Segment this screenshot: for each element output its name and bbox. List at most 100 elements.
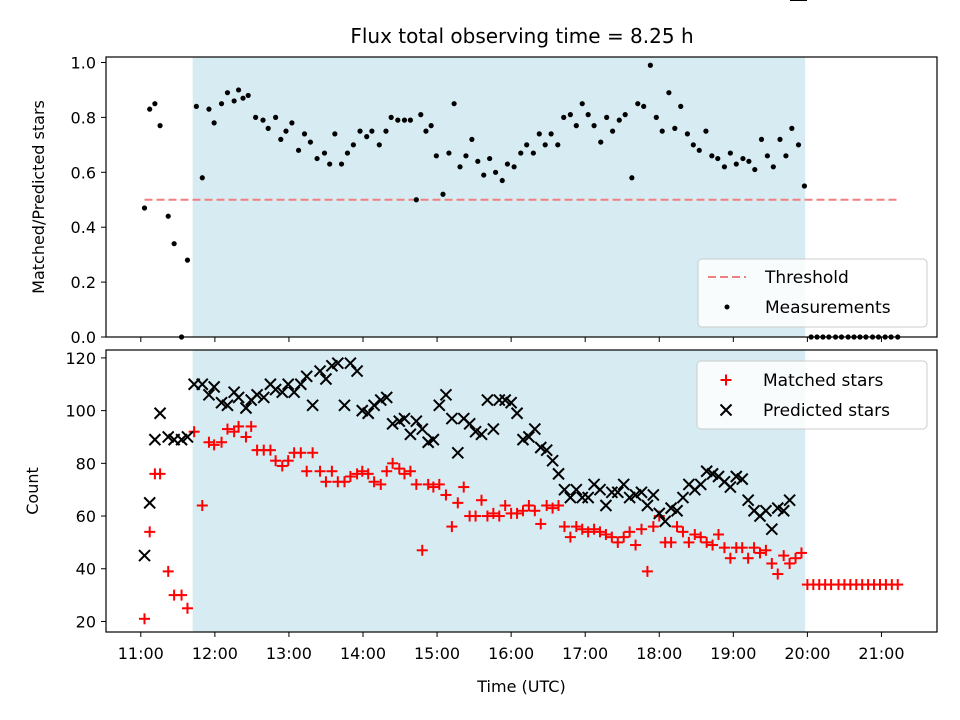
- predicted-star-point: [361, 407, 375, 420]
- measurement-point: [647, 62, 653, 68]
- measurement-point: [536, 131, 542, 137]
- measurement-point: [463, 153, 469, 159]
- measurement-point: [653, 114, 659, 120]
- predicted-star-point: [319, 372, 333, 386]
- matched-star-point: [582, 526, 594, 538]
- matched-star-point: [630, 539, 642, 551]
- measurement-point: [240, 95, 246, 101]
- measurement-point: [376, 142, 382, 148]
- predicted-star-point: [522, 430, 536, 444]
- measurement-point: [733, 161, 739, 167]
- matched-star-point: [216, 436, 228, 448]
- matched-star-point: [356, 465, 368, 477]
- bottom-x-ticks: 11:00 12:00 13:00 14:00 15:00 16:00 17:00 18:00…: [118, 632, 905, 663]
- matched-star-point: [600, 528, 612, 540]
- matched-star-point: [624, 526, 636, 538]
- measurement-point: [295, 147, 302, 153]
- matched-star-point: [481, 510, 493, 522]
- predicted-star-point: [570, 483, 583, 496]
- bottom-x-tick-label: 21:00: [858, 644, 904, 663]
- measurement-point: [777, 136, 783, 142]
- predicted-star-point: [676, 491, 690, 504]
- top-legend: Threshold Measurements: [697, 258, 928, 328]
- predicted-star-point: [338, 399, 351, 412]
- predicted-star-point: [736, 472, 749, 486]
- matched-star-point: [713, 528, 725, 540]
- matched-star-point: [760, 544, 772, 556]
- matched-star-point: [404, 465, 416, 477]
- measurement-point: [224, 90, 231, 96]
- matched-star-point: [701, 536, 713, 548]
- matched-star-point: [641, 565, 653, 577]
- matched-star-point: [410, 478, 422, 490]
- bottom-y-axis-label: Count: [23, 467, 42, 515]
- top-x-ticks: [140, 337, 882, 342]
- matched-star-point: [470, 510, 482, 522]
- predicted-star-point: [540, 443, 553, 457]
- matched-star-point: [416, 544, 428, 556]
- measurement-point: [616, 117, 622, 123]
- bottom-panel: 20 40 60 80 100 120 11:00 12:00 13:00 14:00 15:00…: [23, 0, 938, 696]
- legend-measurements-label: Measurements: [765, 298, 891, 318]
- predicted-star-point: [765, 523, 779, 536]
- matched-star-point: [766, 557, 778, 569]
- matched-star-point: [393, 463, 405, 475]
- measurement-point: [727, 150, 733, 156]
- matched-star-point: [487, 507, 499, 519]
- measurement-point: [783, 153, 789, 159]
- measurement-point: [218, 101, 225, 107]
- measurement-point: [327, 161, 333, 167]
- measurement-point: [740, 155, 746, 162]
- matched-star-point: [326, 465, 338, 477]
- bottom-legend-box: [696, 360, 928, 430]
- measurement-point: [401, 117, 408, 123]
- top-y-tick-label: 0.4: [71, 218, 96, 237]
- predicted-star-point: [257, 391, 270, 404]
- matched-star-point: [387, 457, 399, 469]
- bottom-x-tick-label: 19:00: [710, 644, 756, 663]
- matched-star-point: [440, 489, 452, 501]
- measurement-point: [499, 177, 505, 184]
- predicted-star-point: [306, 399, 319, 412]
- measurement-point: [585, 112, 591, 118]
- predicted-star-point: [724, 480, 737, 494]
- matched-star-point: [446, 521, 458, 533]
- predicted-star-point: [759, 504, 773, 517]
- measurement-point: [451, 101, 457, 107]
- measurement-point: [260, 117, 266, 123]
- matched-star-point: [452, 497, 464, 509]
- legend-predicted-label: Predicted stars: [763, 401, 890, 421]
- chart-title: Flux total observing time = 8.25 h: [350, 24, 693, 48]
- measurement-point: [446, 150, 452, 156]
- predicted-star-point: [331, 356, 345, 370]
- measurement-point: [184, 257, 191, 263]
- predicted-star-point: [599, 499, 613, 512]
- predicted-star-point: [350, 364, 364, 378]
- predicted-star-point: [510, 407, 524, 420]
- measurement-point: [413, 197, 419, 203]
- predicted-star-point: [148, 433, 162, 446]
- matched-star-point: [270, 455, 282, 467]
- measurement-point: [433, 153, 439, 159]
- matched-star-point: [523, 499, 535, 511]
- matched-star-point: [606, 531, 618, 543]
- matched-star-point: [535, 518, 547, 530]
- measurement-point: [469, 136, 475, 142]
- top-plot-frame: [105, 56, 938, 338]
- matched-star-point: [264, 444, 276, 456]
- measurement-point: [703, 128, 709, 134]
- matched-star-point: [790, 552, 802, 564]
- measurement-point: [211, 120, 217, 126]
- measurement-point: [321, 150, 328, 156]
- predicted-star-point: [153, 407, 167, 420]
- predicted-star-point: [475, 428, 488, 441]
- measurement-point: [165, 213, 171, 219]
- measurement-point: [573, 123, 579, 129]
- measurement-point: [746, 158, 752, 164]
- matched-star-point: [742, 552, 754, 564]
- top-y-tick-label: 1.0: [71, 53, 96, 72]
- bottom-y-tick-label: 120: [65, 349, 96, 368]
- matched-star-point: [162, 565, 174, 577]
- measurement-point: [659, 128, 665, 134]
- predicted-star-point: [380, 391, 393, 404]
